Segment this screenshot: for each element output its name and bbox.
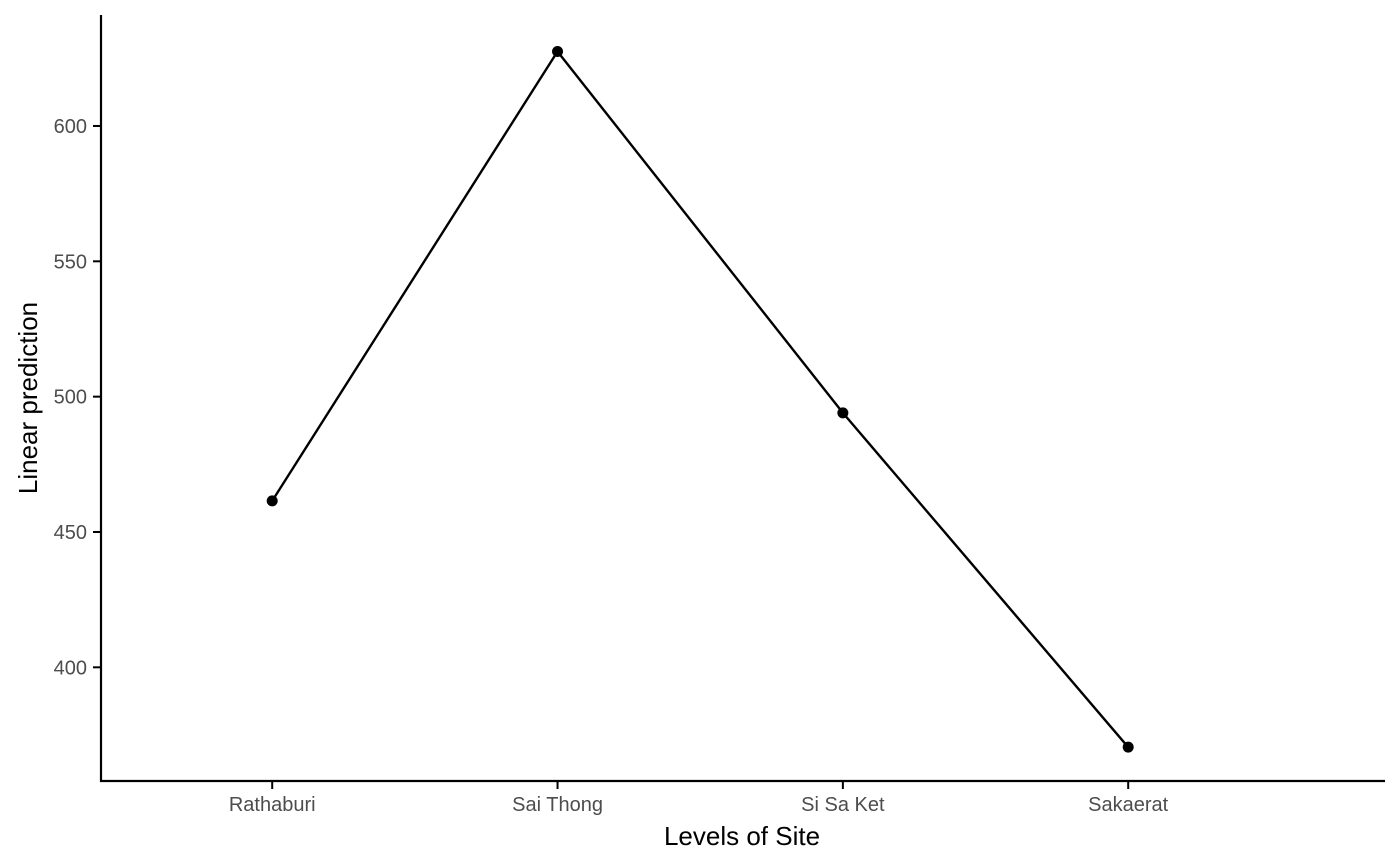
series-line xyxy=(271,50,1130,748)
data-point xyxy=(837,407,849,419)
y-axis-title: Linear prediction xyxy=(13,302,43,494)
x-tick-label: Sakaerat xyxy=(1088,794,1168,816)
data-point xyxy=(1122,741,1134,753)
data-point xyxy=(552,46,564,58)
axes xyxy=(99,15,1385,783)
y-tick-label: 500 xyxy=(54,387,87,409)
x-tick-label: Si Sa Ket xyxy=(801,794,885,816)
y-tick-label: 450 xyxy=(54,522,87,544)
x-tick-label: Rathaburi xyxy=(229,794,316,816)
data-point xyxy=(266,495,278,507)
y-tick-label: 550 xyxy=(54,251,87,273)
y-ticks: 400 450 500 550 600 xyxy=(54,116,101,679)
x-tick-label: Sai Thong xyxy=(512,794,603,816)
y-tick-label: 600 xyxy=(54,116,87,138)
x-axis-title: Levels of Site xyxy=(664,821,820,851)
series xyxy=(266,46,1134,753)
y-tick-label: 400 xyxy=(54,657,87,679)
x-ticks: Rathaburi Sai Thong Si Sa Ket Sakaerat xyxy=(229,781,1169,816)
